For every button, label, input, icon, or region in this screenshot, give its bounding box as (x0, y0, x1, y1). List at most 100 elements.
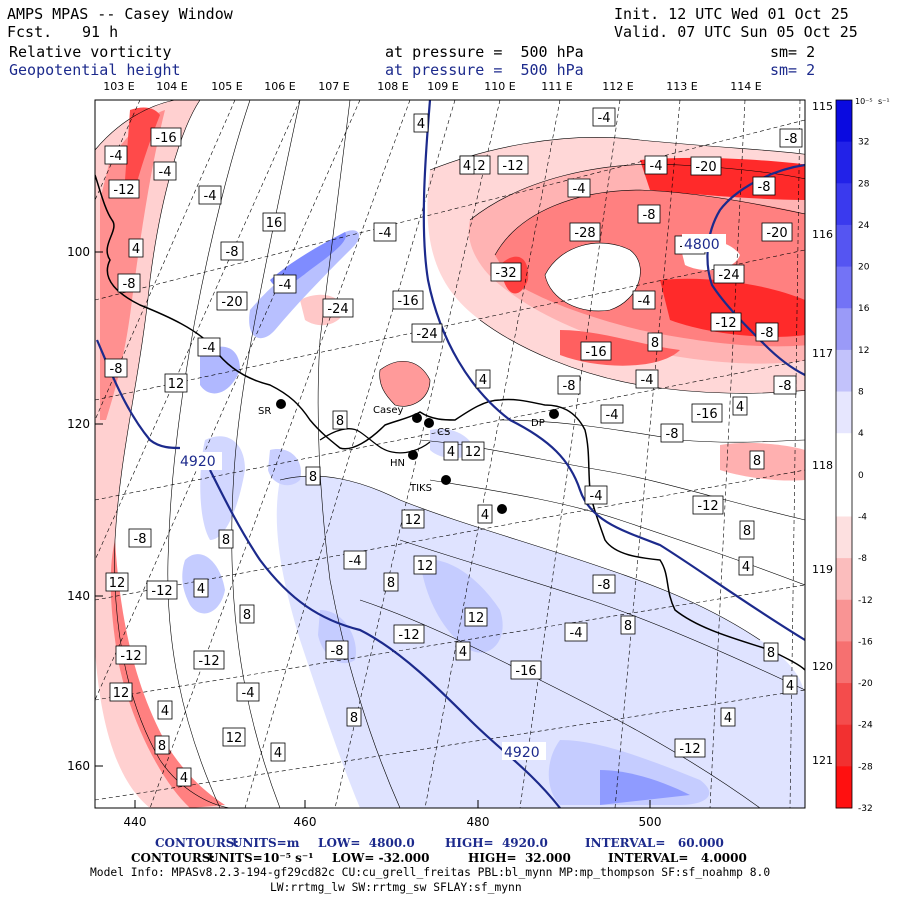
vorticity-label: -28 (569, 222, 601, 242)
colorbar: 32 28 24 20 16 12 8 4 0 -4 -8 -12 -16 -20 -24 -28 -32 (835, 99, 873, 814)
pos-vort-core (600, 770, 690, 805)
field1-name: Relative vorticity (9, 43, 172, 61)
colorbar-label: -24 (858, 721, 873, 731)
svg-text:-8: -8 (779, 379, 792, 394)
svg-text:4: 4 (463, 159, 471, 174)
svg-text:-4: -4 (349, 554, 362, 569)
plot-frame (94, 99, 806, 809)
vorticity-label: -4 (373, 222, 397, 242)
svg-text:8: 8 (767, 646, 775, 661)
coastline (95, 174, 805, 671)
height-contour (706, 163, 805, 376)
vorticity-label: -4 (600, 404, 624, 424)
init-time: Init. 12 UTC Wed 01 Oct 25 (614, 5, 849, 23)
vort-contour (544, 242, 641, 312)
colorbar-swatch (836, 224, 852, 268)
vorticity-label: -12 (393, 624, 425, 644)
vorticity-label: -4 (592, 107, 616, 127)
svg-text:-12: -12 (151, 584, 172, 599)
colorbar-label: -16 (858, 637, 873, 647)
colorbar-label: -32 (858, 804, 873, 814)
station-marker (549, 409, 559, 419)
height-label: 4920 (504, 745, 540, 761)
svg-text:16: 16 (266, 216, 283, 231)
y-tick-label: 140 (67, 589, 90, 603)
svg-text:12: 12 (417, 559, 434, 574)
graticule-line (95, 100, 361, 701)
forecast-hour: 91 h (82, 23, 119, 41)
vorticity-label: 8 (763, 642, 779, 662)
neg-vort-core (660, 278, 805, 337)
colorbar-label: 28 (858, 179, 870, 189)
longitude-label: 113 E (666, 80, 697, 93)
svg-text:-8: -8 (110, 362, 123, 377)
vorticity-label: -12 (193, 650, 225, 670)
vorticity-label: 8 (647, 332, 663, 352)
vorticity-label: 12 (222, 727, 246, 747)
longitude-label: 107 E (318, 80, 349, 93)
vorticity-label: 4 (176, 767, 192, 787)
svg-text:-12: -12 (679, 742, 700, 757)
svg-text:-4: -4 (242, 686, 255, 701)
svg-text:12: 12 (113, 686, 130, 701)
vorticity-label: -4 (198, 185, 222, 205)
vorticity-label: -12 (497, 155, 529, 175)
graticule-line (424, 100, 561, 808)
svg-text:-12: -12 (502, 159, 523, 174)
field1-smoothing: sm= 2 (770, 43, 816, 61)
vorticity-label: 12 (413, 555, 437, 575)
graticule-line (95, 249, 805, 401)
height-contour (209, 469, 561, 808)
vorticity-label: -8 (660, 423, 684, 443)
svg-text:12: 12 (405, 513, 422, 528)
height-label-bg (682, 234, 726, 252)
forecast-label: Fcst. (7, 23, 53, 41)
svg-text:-16: -16 (585, 345, 606, 360)
station-label: DP (531, 418, 545, 429)
longitude-label: 104 E (156, 80, 187, 93)
graticule-line (709, 100, 746, 808)
svg-text:4: 4 (736, 400, 744, 415)
x-tick-label: 480 (467, 815, 490, 829)
graticule-line (95, 469, 805, 601)
svg-text:-8: -8 (123, 277, 136, 292)
height-label: 4800 (684, 237, 720, 253)
colorbar-swatch (836, 724, 852, 767)
vorticity-label: 8 (739, 520, 755, 540)
colorbar-swatch (836, 766, 852, 809)
colorbar-swatch (836, 474, 852, 517)
vorticity-label: -12 (692, 495, 724, 515)
colorbar-label: -12 (858, 596, 873, 606)
svg-text:-8: -8 (785, 132, 798, 147)
vorticity-label: -24 (713, 264, 745, 284)
station-label: CS (437, 427, 450, 438)
svg-text:-12: -12 (398, 628, 419, 643)
colorbar-label: -4 (858, 512, 867, 522)
contours2-high: HIGH= 32.000 (468, 851, 571, 865)
contours2-label: CONTOURS: (131, 851, 215, 865)
longitude-label: 103 E (103, 80, 134, 93)
colorbar-swatch (836, 391, 852, 434)
y-tick-label: 160 (67, 759, 90, 773)
svg-text:-4: -4 (606, 408, 619, 423)
vorticity-label: -4 (343, 550, 367, 570)
svg-text:-16: -16 (696, 407, 717, 422)
vorticity-label: 4 (738, 556, 754, 576)
svg-text:-16: -16 (155, 131, 176, 146)
vorticity-label: -4 (635, 369, 659, 389)
vorticity-label: 12 (464, 607, 488, 627)
svg-text:4: 4 (274, 746, 282, 761)
vorticity-label: -4 (197, 337, 221, 357)
svg-text:-12: -12 (198, 654, 219, 669)
svg-text:8: 8 (309, 470, 317, 485)
svg-text:-4: -4 (590, 489, 603, 504)
station-label: Casey (373, 405, 403, 416)
svg-text:4: 4 (447, 445, 455, 460)
graticule-line (95, 100, 236, 421)
pos-vort-region (200, 346, 240, 394)
contours1-interval: INTERVAL= 60.000 (585, 836, 724, 850)
svg-text:-4: -4 (650, 159, 663, 174)
vorticity-label: 4 (475, 369, 491, 389)
vorticity-label: -8 (557, 375, 581, 395)
vorticity-label: 4 (782, 675, 798, 695)
